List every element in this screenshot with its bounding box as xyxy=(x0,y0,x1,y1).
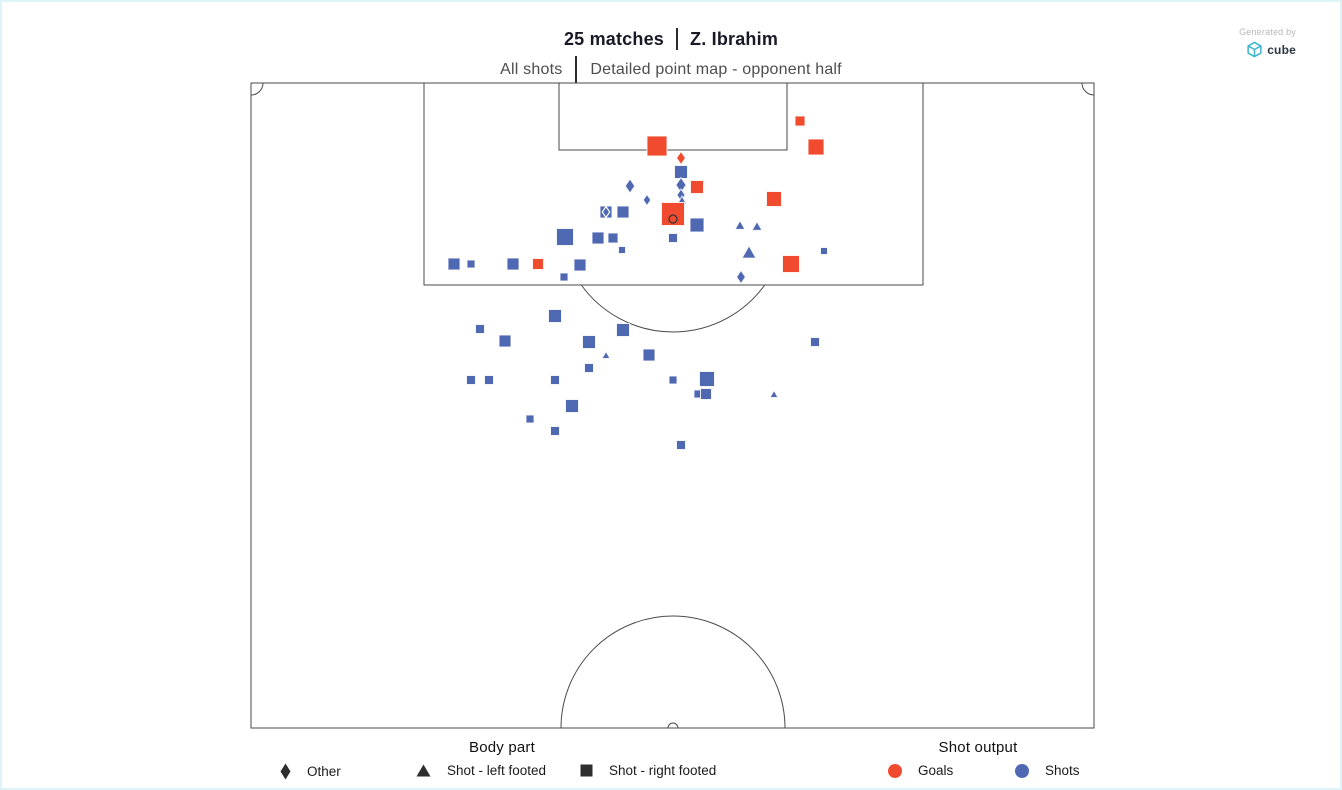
shot-marker[interactable] xyxy=(559,272,569,282)
legend-item-left-footed: Shot - left footed xyxy=(416,763,546,778)
center-circle xyxy=(560,615,786,729)
shot-marker[interactable] xyxy=(584,363,594,373)
shot-marker[interactable] xyxy=(690,180,704,194)
legend-item-label: Shots xyxy=(1045,763,1080,778)
matches-count: 25 matches xyxy=(563,28,665,49)
shot-marker[interactable] xyxy=(689,217,705,233)
shot-marker[interactable] xyxy=(782,255,800,273)
shot-marker[interactable] xyxy=(766,191,782,207)
shot-marker[interactable] xyxy=(751,220,763,231)
cube-logo-icon xyxy=(1247,41,1262,58)
shot-marker[interactable] xyxy=(591,231,605,245)
player-name: Z. Ibrahim xyxy=(690,28,779,49)
legend-item-right-footed: Shot - right footed xyxy=(580,763,716,778)
shot-marker[interactable] xyxy=(447,257,461,271)
shot-output-legend-title: Shot output xyxy=(938,739,1018,756)
legend-item-label: Other xyxy=(307,764,341,779)
shot-marker[interactable] xyxy=(661,202,685,226)
shot-marker[interactable] xyxy=(582,335,596,349)
penalty-box xyxy=(423,82,924,286)
legend-item-label: Goals xyxy=(918,763,954,778)
body-part-legend-title: Body part xyxy=(468,739,535,756)
brand-name: cube xyxy=(1267,42,1296,57)
shot-marker[interactable] xyxy=(550,426,560,436)
shot-marker[interactable] xyxy=(668,233,678,243)
shot-marker[interactable] xyxy=(735,269,747,285)
shot-marker[interactable] xyxy=(674,165,688,179)
shot-marker[interactable] xyxy=(484,375,494,385)
shot-marker[interactable] xyxy=(769,389,779,399)
shot-marker[interactable] xyxy=(642,193,652,207)
shot-marker[interactable] xyxy=(525,414,535,424)
shot-marker[interactable] xyxy=(466,259,476,269)
shot-marker[interactable] xyxy=(699,371,715,387)
shot-marker[interactable] xyxy=(676,440,686,450)
right-footed-square-icon xyxy=(580,764,593,777)
shot-marker[interactable] xyxy=(565,399,579,413)
shot-marker[interactable] xyxy=(741,244,757,259)
shot-marker[interactable] xyxy=(820,247,828,255)
shot-marker[interactable] xyxy=(475,324,485,334)
report-header: 25 matches Z. Ibrahim All shots Detailed… xyxy=(2,28,1340,83)
shot-marker[interactable] xyxy=(642,348,656,362)
shot-marker[interactable] xyxy=(807,138,825,156)
header-subtitle-row: All shots Detailed point map - opponent … xyxy=(2,56,1340,83)
shot-marker[interactable] xyxy=(624,178,636,194)
shot-marker[interactable] xyxy=(498,334,512,348)
shot-marker[interactable] xyxy=(700,388,712,400)
shot-marker[interactable] xyxy=(794,115,806,127)
shot-marker[interactable] xyxy=(601,350,611,360)
shot-marker[interactable] xyxy=(810,337,820,347)
corner-arc-right xyxy=(1081,82,1095,96)
shot-marker[interactable] xyxy=(734,219,746,230)
header-divider xyxy=(676,28,679,50)
corner-arc-left xyxy=(250,82,264,96)
header-title-row: 25 matches Z. Ibrahim xyxy=(564,28,778,50)
goals-circle-icon xyxy=(888,763,902,778)
shot-markers-layer xyxy=(447,115,828,450)
penalty-arc xyxy=(580,284,766,333)
shot-marker[interactable] xyxy=(601,205,611,219)
shot-marker[interactable] xyxy=(616,323,630,337)
shot-marker[interactable] xyxy=(675,150,687,166)
shot-marker[interactable] xyxy=(607,232,619,244)
view-title: Detailed point map - opponent half xyxy=(590,60,842,78)
shot-marker[interactable] xyxy=(646,135,668,157)
other-diamond-icon xyxy=(280,763,291,780)
center-spot xyxy=(667,722,679,729)
shot-marker[interactable] xyxy=(556,228,574,246)
shot-marker[interactable] xyxy=(550,375,560,385)
shot-marker[interactable] xyxy=(668,375,678,385)
shot-marker[interactable] xyxy=(506,257,520,271)
legend-item-other: Other xyxy=(280,763,341,780)
legend-item-label: Shot - left footed xyxy=(447,763,547,778)
shot-marker[interactable] xyxy=(616,205,630,219)
branding: Generated by cube xyxy=(1239,27,1296,58)
goal-area xyxy=(558,82,788,151)
legend-item-goals: Goals xyxy=(888,763,953,778)
left-footed-triangle-icon xyxy=(416,764,431,777)
shot-marker[interactable] xyxy=(466,375,476,385)
shot-marker[interactable] xyxy=(618,246,626,254)
generated-by-label: Generated by xyxy=(1239,27,1296,37)
filter-label: All shots xyxy=(500,60,563,78)
shot-marker[interactable] xyxy=(573,258,587,272)
shots-circle-icon xyxy=(1015,763,1029,778)
pitch-outline xyxy=(250,82,1095,729)
shot-marker[interactable] xyxy=(548,309,562,323)
brand-row: cube xyxy=(1246,41,1296,58)
shot-marker[interactable] xyxy=(532,258,544,270)
legend-item-label: Shot - right footed xyxy=(609,763,717,778)
subheader-divider xyxy=(575,56,578,83)
legend-item-shots: Shots xyxy=(1015,763,1080,778)
penalty-spot xyxy=(668,214,678,224)
